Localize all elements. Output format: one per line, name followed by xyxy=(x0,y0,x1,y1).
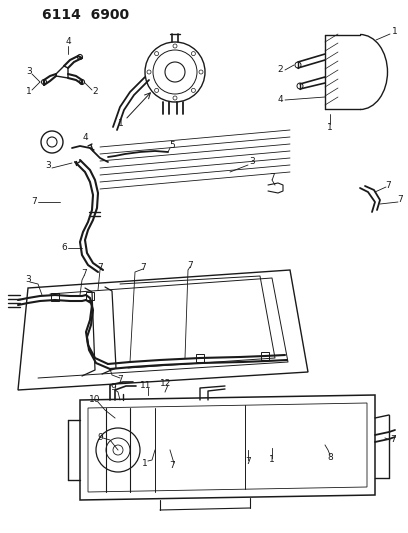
Text: 9: 9 xyxy=(110,384,116,392)
Text: 1: 1 xyxy=(26,87,32,96)
Text: 7: 7 xyxy=(385,181,391,190)
Text: 3: 3 xyxy=(26,67,32,76)
Text: 7: 7 xyxy=(169,461,175,470)
Text: 4: 4 xyxy=(277,95,283,104)
Text: 12: 12 xyxy=(160,378,172,387)
Text: 3: 3 xyxy=(249,157,255,166)
Text: 6114  6900: 6114 6900 xyxy=(42,8,129,22)
Bar xyxy=(86,292,94,300)
Text: 7: 7 xyxy=(269,174,275,182)
Text: 7: 7 xyxy=(245,457,251,466)
Text: 1: 1 xyxy=(118,119,124,128)
Text: 7: 7 xyxy=(97,263,103,272)
Text: 7: 7 xyxy=(117,376,123,384)
Text: 7: 7 xyxy=(31,198,37,206)
Text: 1: 1 xyxy=(269,456,275,464)
Text: 5: 5 xyxy=(169,141,175,150)
Text: 1: 1 xyxy=(327,124,333,133)
Text: 10: 10 xyxy=(89,395,101,405)
Text: 7: 7 xyxy=(81,270,87,279)
Text: 3: 3 xyxy=(25,276,31,285)
Text: 11: 11 xyxy=(140,381,152,390)
Text: 2: 2 xyxy=(277,66,283,75)
Text: 6: 6 xyxy=(61,244,67,253)
Text: 7: 7 xyxy=(390,435,396,445)
Text: 8: 8 xyxy=(327,453,333,462)
Text: 4: 4 xyxy=(65,37,71,46)
Text: 3: 3 xyxy=(45,160,51,169)
Text: 1: 1 xyxy=(142,458,148,467)
Bar xyxy=(261,352,269,360)
Text: 4: 4 xyxy=(82,133,88,142)
Text: 7: 7 xyxy=(397,196,403,205)
Text: 7: 7 xyxy=(140,262,146,271)
Bar xyxy=(196,354,204,362)
Text: 1: 1 xyxy=(392,28,398,36)
Text: 7: 7 xyxy=(187,261,193,270)
Text: 2: 2 xyxy=(92,87,98,96)
Bar xyxy=(51,293,59,301)
Text: 9: 9 xyxy=(97,433,103,442)
